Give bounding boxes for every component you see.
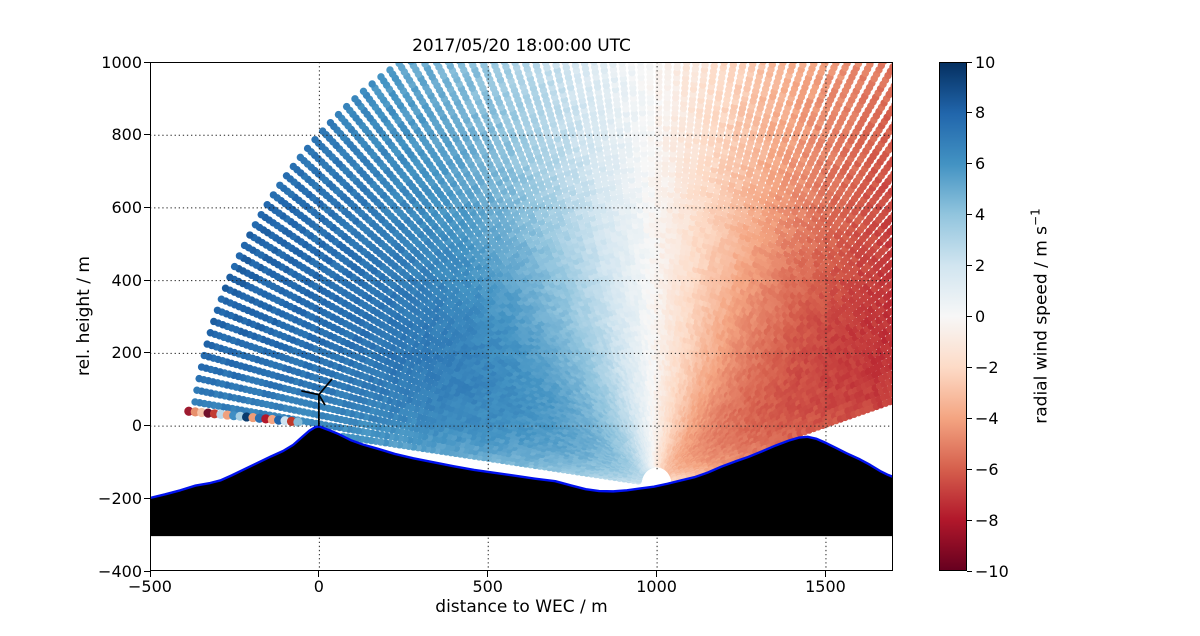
colorbar-tick-label: 0 — [975, 307, 986, 326]
colorbar-tick-mark — [967, 519, 972, 521]
y-tick-mark — [144, 352, 150, 354]
x-tick-label: −500 — [128, 577, 172, 596]
y-tick-mark — [144, 61, 150, 63]
x-axis-label: distance to WEC / m — [435, 597, 608, 617]
y-tick-mark — [144, 425, 150, 427]
chart-title: 2017/05/20 18:00:00 UTC — [412, 36, 631, 56]
colorbar-tick-label: −8 — [975, 510, 999, 530]
colorbar-tick-mark — [967, 163, 972, 165]
colorbar-tick-mark — [967, 316, 972, 317]
colorbar-tick-label: −2 — [975, 357, 999, 377]
colorbar-tick-label: −6 — [975, 459, 999, 479]
x-tick-label: 500 — [472, 577, 503, 596]
colorbar-tick-mark — [967, 366, 972, 368]
x-tick-mark — [824, 571, 826, 577]
y-tick-label: −200 — [98, 488, 142, 508]
colorbar-tick-mark — [967, 468, 972, 470]
y-tick-label: 0 — [131, 416, 142, 436]
colorbar — [939, 62, 967, 571]
y-tick-mark — [144, 206, 150, 208]
y-tick-label: 200 — [111, 343, 142, 363]
colorbar-tick-label: 2 — [975, 256, 986, 276]
y-tick-label: 600 — [111, 197, 142, 217]
colorbar-tick-label: 8 — [975, 103, 986, 123]
colorbar-tick-mark — [967, 112, 972, 114]
colorbar-tick-label: 10 — [975, 52, 996, 72]
colorbar-tick-mark — [967, 265, 972, 267]
y-tick-mark — [144, 570, 150, 572]
y-tick-label: 400 — [111, 270, 142, 290]
x-tick-label: 0 — [313, 577, 324, 596]
colorbar-tick-mark — [967, 570, 972, 572]
y-tick-label: 800 — [111, 125, 142, 145]
x-tick-label: 1000 — [636, 577, 677, 596]
x-tick-mark — [487, 571, 489, 577]
colorbar-tick-mark — [967, 417, 972, 419]
y-tick-label: 1000 — [101, 52, 142, 72]
x-tick-mark — [149, 571, 151, 577]
colorbar-tick-mark — [967, 214, 972, 216]
colorbar-tick-label: −10 — [975, 561, 1009, 581]
x-tick-label: 1500 — [805, 577, 846, 596]
x-tick-mark — [318, 571, 320, 577]
colorbar-label: radial wind speed / m s−1 — [1029, 208, 1052, 423]
y-tick-mark — [144, 134, 150, 136]
y-tick-mark — [144, 497, 150, 499]
colorbar-tick-label: −4 — [975, 408, 999, 428]
colorbar-tick-mark — [967, 61, 972, 63]
colorbar-label-sup: −1 — [1028, 208, 1043, 226]
colorbar-tick-label: 6 — [975, 154, 986, 174]
colorbar-label-text: radial wind speed / m s — [1031, 225, 1052, 424]
y-tick-mark — [144, 279, 150, 281]
y-tick-label: −400 — [98, 561, 142, 581]
x-tick-mark — [656, 571, 658, 577]
colorbar-tick-label: 4 — [975, 205, 986, 225]
